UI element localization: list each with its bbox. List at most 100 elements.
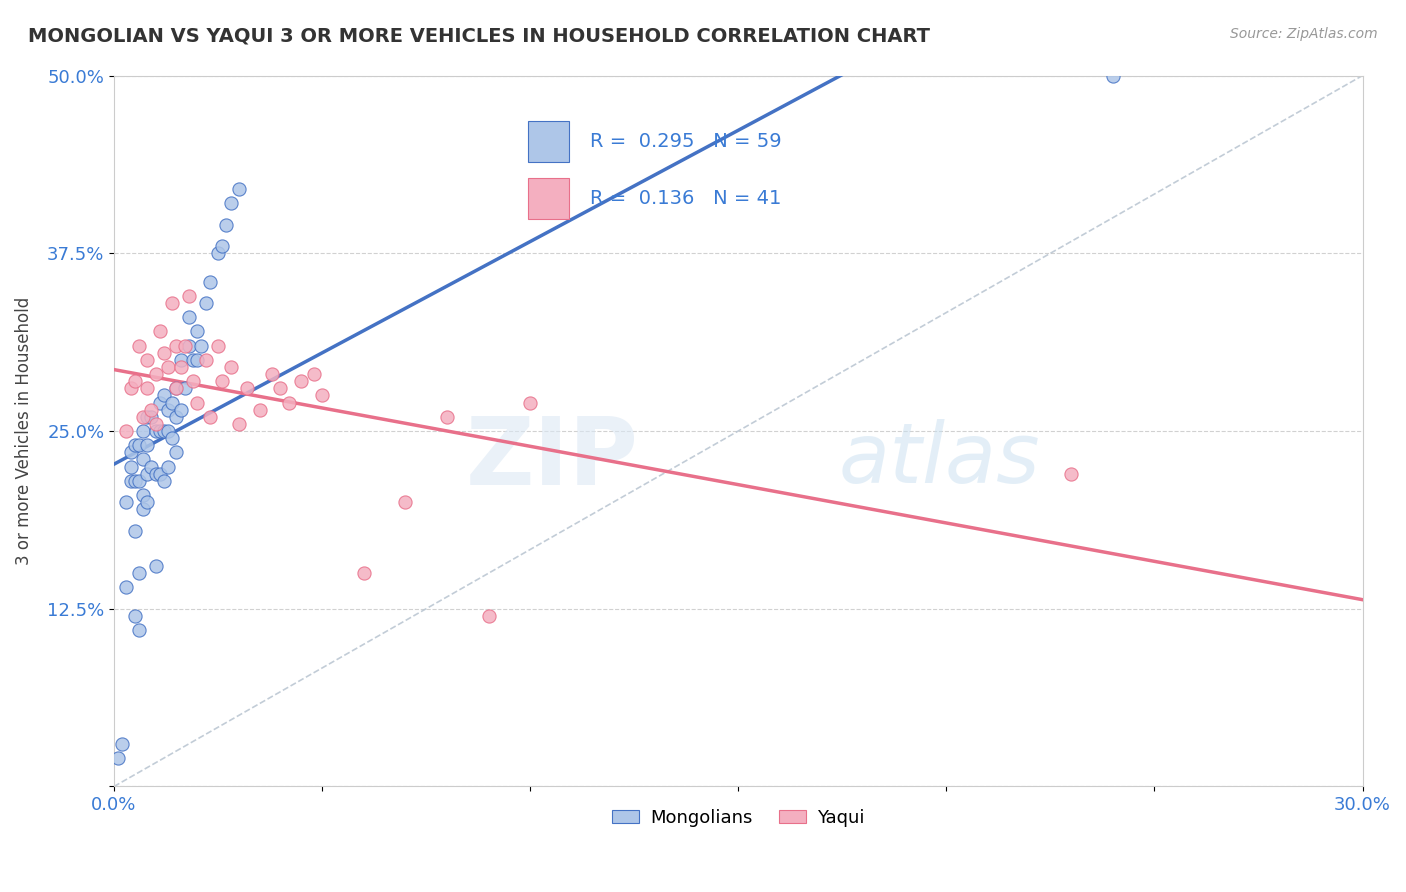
Point: [149, 424, 172, 438]
Point: [207, 246, 229, 260]
Point: [145, 467, 167, 481]
Point: [157, 424, 180, 438]
Point: [141, 459, 163, 474]
Point: [198, 275, 221, 289]
Point: [115, 424, 138, 438]
Point: [141, 402, 163, 417]
Point: [132, 452, 155, 467]
Point: [136, 352, 159, 367]
Point: [211, 239, 233, 253]
Point: [249, 402, 271, 417]
Point: [353, 566, 375, 581]
Point: [173, 381, 195, 395]
Point: [149, 325, 172, 339]
Point: [169, 352, 191, 367]
Point: [228, 182, 250, 196]
Point: [162, 395, 184, 409]
Point: [124, 474, 146, 488]
Point: [436, 409, 458, 424]
Point: [153, 474, 176, 488]
Point: [169, 359, 191, 374]
Point: [136, 438, 159, 452]
Point: [136, 467, 159, 481]
Point: [145, 417, 167, 431]
Point: [165, 445, 187, 459]
Point: [290, 374, 312, 388]
Point: [115, 581, 138, 595]
Point: [128, 438, 150, 452]
Point: [153, 346, 176, 360]
Point: [124, 438, 146, 452]
Point: [132, 424, 155, 438]
Point: [1101, 69, 1123, 83]
Point: [145, 424, 167, 438]
Point: [120, 381, 142, 395]
Point: [132, 409, 155, 424]
Point: [186, 325, 208, 339]
Point: [120, 474, 142, 488]
Point: [207, 339, 229, 353]
Text: ZIP: ZIP: [465, 413, 638, 506]
Point: [145, 367, 167, 381]
Point: [115, 495, 138, 509]
Point: [132, 488, 155, 502]
Point: [128, 474, 150, 488]
Point: [181, 352, 204, 367]
Point: [219, 196, 242, 211]
Point: [177, 289, 200, 303]
Point: [302, 367, 325, 381]
Point: [128, 623, 150, 637]
Text: MONGOLIAN VS YAQUI 3 OR MORE VEHICLES IN HOUSEHOLD CORRELATION CHART: MONGOLIAN VS YAQUI 3 OR MORE VEHICLES IN…: [28, 27, 931, 45]
Point: [173, 339, 195, 353]
Point: [120, 459, 142, 474]
Point: [194, 296, 217, 310]
Text: Source: ZipAtlas.com: Source: ZipAtlas.com: [1230, 27, 1378, 41]
Point: [165, 381, 187, 395]
Text: atlas: atlas: [838, 419, 1040, 500]
Point: [519, 395, 541, 409]
Point: [211, 374, 233, 388]
Point: [228, 417, 250, 431]
Point: [124, 524, 146, 538]
Point: [215, 218, 238, 232]
Y-axis label: 3 or more Vehicles in Household: 3 or more Vehicles in Household: [15, 297, 32, 566]
Point: [1060, 467, 1083, 481]
Point: [165, 381, 187, 395]
Point: [165, 339, 187, 353]
Point: [107, 751, 129, 765]
Point: [177, 310, 200, 325]
Point: [269, 381, 291, 395]
Point: [477, 608, 499, 623]
Point: [162, 431, 184, 445]
Point: [186, 352, 208, 367]
Point: [136, 495, 159, 509]
Point: [157, 402, 180, 417]
Point: [128, 566, 150, 581]
Point: [124, 374, 146, 388]
Point: [219, 359, 242, 374]
Point: [181, 374, 204, 388]
Point: [190, 339, 212, 353]
Point: [128, 339, 150, 353]
Point: [157, 459, 180, 474]
Point: [169, 402, 191, 417]
Legend: Mongolians, Yaqui: Mongolians, Yaqui: [605, 802, 872, 834]
Point: [145, 559, 167, 574]
Point: [149, 467, 172, 481]
Point: [124, 608, 146, 623]
Point: [120, 445, 142, 459]
Point: [136, 381, 159, 395]
Point: [236, 381, 259, 395]
Point: [165, 409, 187, 424]
Point: [277, 395, 299, 409]
Point: [262, 367, 284, 381]
Point: [141, 409, 163, 424]
Point: [394, 495, 416, 509]
Point: [132, 502, 155, 516]
Point: [186, 395, 208, 409]
Point: [111, 737, 134, 751]
Point: [157, 359, 180, 374]
Point: [177, 339, 200, 353]
Point: [194, 352, 217, 367]
Point: [162, 296, 184, 310]
